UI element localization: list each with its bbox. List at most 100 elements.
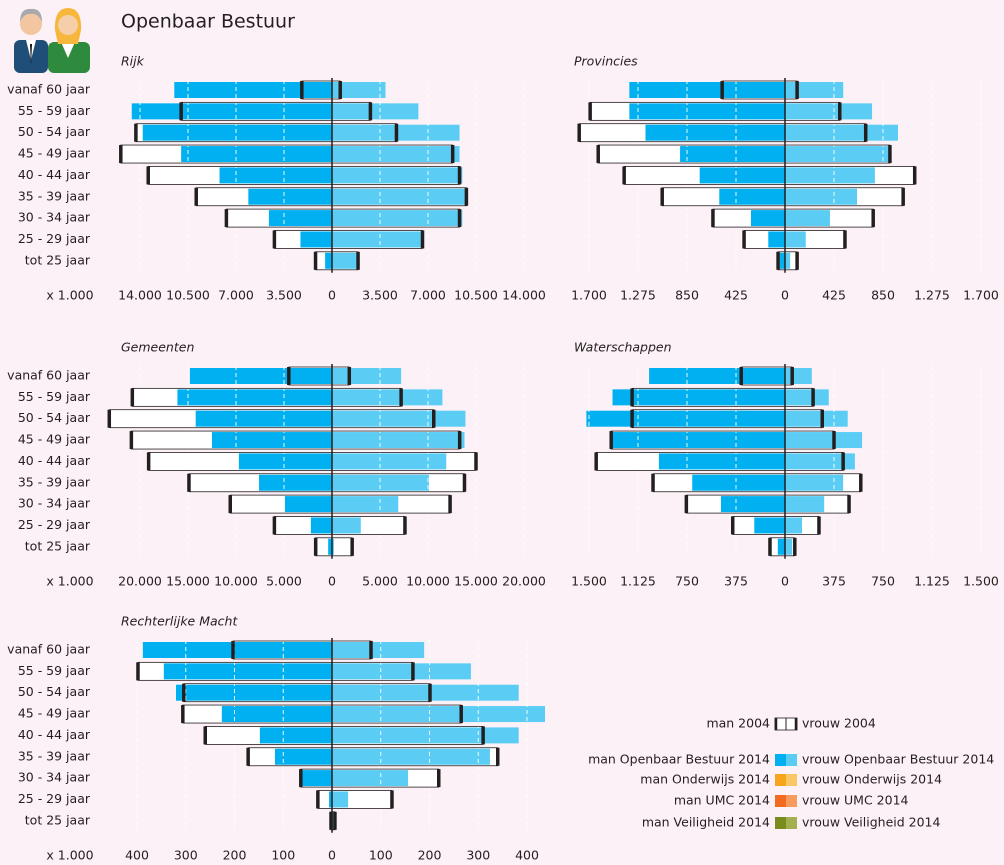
x-tick-label: 300 bbox=[174, 848, 198, 863]
bar-2014 bbox=[785, 389, 829, 406]
x-tick-label: 0 bbox=[781, 288, 789, 303]
bar-2014 bbox=[300, 231, 332, 248]
category-label: tot 25 jaar bbox=[25, 252, 91, 267]
bar-2014 bbox=[300, 770, 332, 787]
x-tick-label: 3.500 bbox=[362, 288, 398, 303]
legend-swatch bbox=[786, 817, 797, 829]
bar-2014 bbox=[332, 82, 386, 98]
bar-2014 bbox=[332, 684, 519, 701]
bar-2014 bbox=[785, 252, 791, 269]
legend-swatch bbox=[786, 774, 797, 786]
bar-2014 bbox=[332, 770, 409, 787]
x-tick-label: 400 bbox=[125, 848, 149, 863]
x-tick-label: 15.000 bbox=[166, 574, 210, 589]
category-label: 50 - 54 jaar bbox=[18, 124, 91, 139]
bar-2014 bbox=[785, 410, 848, 427]
header-icon bbox=[14, 8, 90, 73]
bar-2014 bbox=[332, 210, 463, 227]
x-tick-label: 1.500 bbox=[571, 574, 607, 589]
bar-2014 bbox=[785, 538, 793, 555]
category-label: 30 - 34 jaar bbox=[18, 496, 91, 511]
bar-2014 bbox=[785, 517, 802, 534]
category-label: 45 - 49 jaar bbox=[18, 706, 91, 721]
panel-title: Provincies bbox=[574, 54, 638, 69]
bar-2014 bbox=[332, 453, 447, 470]
x-tick-label: 200 bbox=[418, 848, 442, 863]
bar-2014 bbox=[332, 103, 419, 120]
category-label: 45 - 49 jaar bbox=[18, 432, 91, 447]
bar-2014 bbox=[785, 146, 890, 163]
bar-2014 bbox=[332, 663, 471, 680]
bar-2014 bbox=[332, 146, 460, 163]
bar-2014 bbox=[332, 791, 349, 808]
category-label: vanaf 60 jaar bbox=[7, 82, 91, 97]
legend-swatch bbox=[775, 817, 786, 829]
legend-label: vrouw Openbaar Bestuur 2014 bbox=[802, 752, 994, 767]
bar-2014 bbox=[785, 103, 873, 120]
x-tick-label: 400 bbox=[515, 848, 539, 863]
x-tick-label: 100 bbox=[369, 848, 393, 863]
legend-swatch bbox=[775, 774, 786, 786]
x-tick-label: 5.000 bbox=[266, 574, 302, 589]
bar-2004-fill bbox=[315, 537, 332, 556]
bar-2014 bbox=[332, 188, 467, 205]
bar-2014 bbox=[777, 538, 785, 555]
legend-swatch bbox=[775, 718, 786, 730]
x-tick-label: 200 bbox=[223, 848, 247, 863]
bar-2014 bbox=[750, 210, 785, 227]
x-tick-label: 7.000 bbox=[218, 288, 254, 303]
bar-2014 bbox=[785, 368, 812, 384]
x-tick-label: 750 bbox=[871, 574, 895, 589]
bar-2014 bbox=[785, 188, 858, 205]
x-tick-label: 10.500 bbox=[454, 288, 498, 303]
bar-2014 bbox=[332, 706, 546, 723]
legend-label: vrouw Onderwijs 2014 bbox=[802, 772, 942, 787]
bar-2014 bbox=[329, 791, 332, 808]
bar-2004-fill bbox=[332, 537, 353, 556]
x-tick-label: 1.700 bbox=[571, 288, 607, 303]
bar-2014 bbox=[332, 474, 429, 491]
bar-2014 bbox=[259, 727, 332, 744]
x-tick-label: 1.125 bbox=[620, 574, 656, 589]
bar-2014 bbox=[212, 432, 332, 449]
bar-2014 bbox=[284, 496, 332, 513]
bar-2014 bbox=[268, 210, 332, 227]
x-tick-label: 750 bbox=[675, 574, 699, 589]
bar-2014 bbox=[163, 663, 332, 680]
bar-2014 bbox=[785, 231, 806, 248]
category-label: 40 - 44 jaar bbox=[18, 167, 91, 182]
category-label: 55 - 59 jaar bbox=[18, 103, 91, 118]
bar-2014 bbox=[332, 389, 443, 406]
legend-swatch bbox=[786, 754, 797, 766]
category-label: 25 - 29 jaar bbox=[18, 517, 91, 532]
bar-2014 bbox=[310, 517, 332, 534]
x-tick-label: 14.000 bbox=[118, 288, 162, 303]
bar-2014 bbox=[332, 410, 466, 427]
page-title: Openbaar Bestuur bbox=[121, 11, 295, 33]
category-label: 35 - 39 jaar bbox=[18, 474, 91, 489]
x-tick-label: 1.275 bbox=[620, 288, 656, 303]
x-tick-label: 300 bbox=[466, 848, 490, 863]
x-tick-label: 375 bbox=[724, 574, 748, 589]
bar-2014 bbox=[658, 453, 785, 470]
category-label: vanaf 60 jaar bbox=[7, 642, 91, 657]
bar-2014 bbox=[332, 727, 519, 744]
bar-2014 bbox=[692, 474, 785, 491]
legend-swatch bbox=[775, 754, 786, 766]
bar-2014 bbox=[699, 167, 785, 184]
x-tick-label: 375 bbox=[822, 574, 846, 589]
bar-2014 bbox=[248, 188, 332, 205]
panel-title: Rijk bbox=[121, 54, 145, 69]
x-tick-label: 0 bbox=[781, 574, 789, 589]
legend-label: vrouw UMC 2014 bbox=[802, 793, 909, 808]
bar-2014 bbox=[219, 167, 332, 184]
x-tick-label: 14.000 bbox=[502, 288, 546, 303]
bar-2014 bbox=[189, 368, 332, 384]
bar-2014 bbox=[176, 684, 332, 701]
bar-2014 bbox=[609, 432, 785, 449]
x-tick-label: 1.125 bbox=[914, 574, 950, 589]
bar-2014 bbox=[586, 410, 785, 427]
bar-2014 bbox=[332, 812, 334, 829]
bar-2014 bbox=[785, 474, 844, 491]
